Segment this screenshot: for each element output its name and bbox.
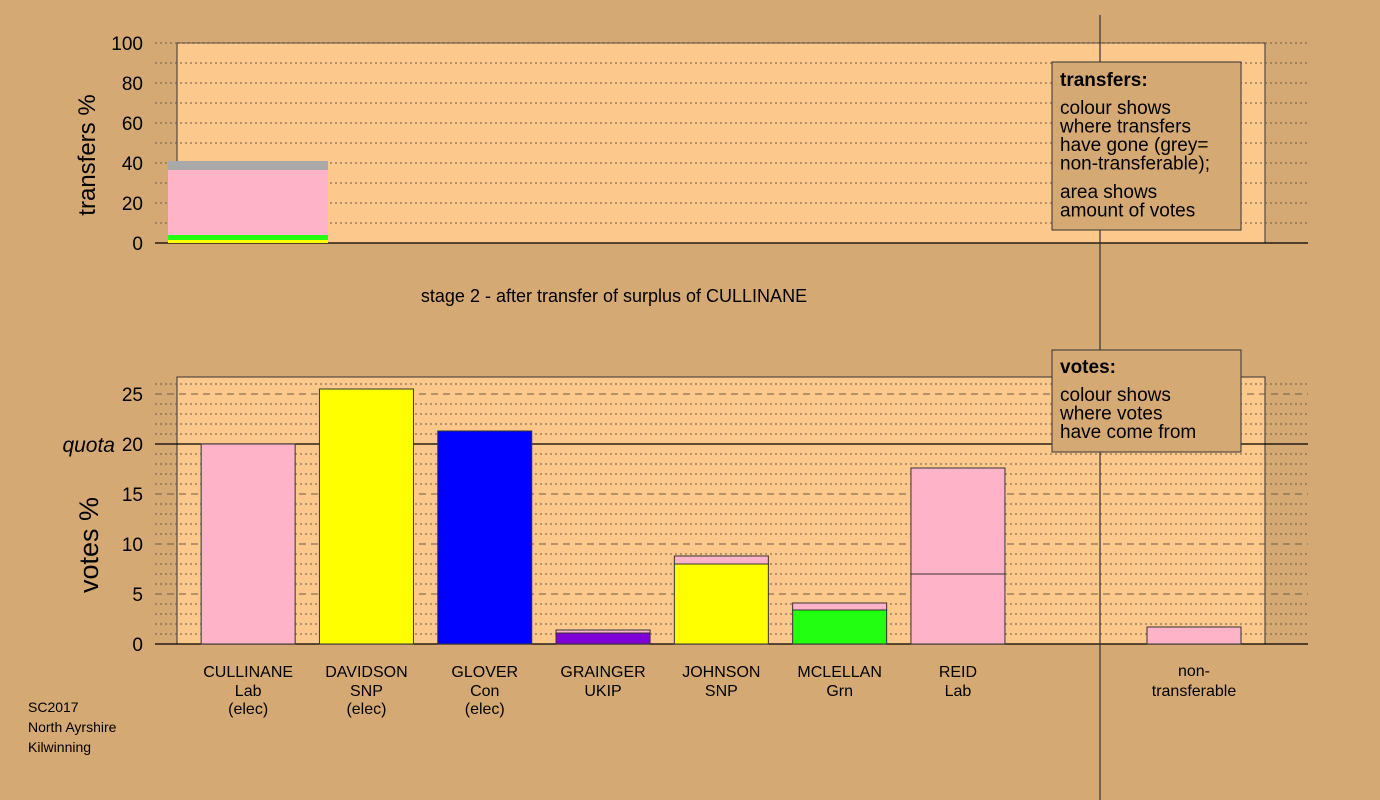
footer-line-1: SC2017 — [28, 699, 79, 715]
footer-line-3: Kilwinning — [28, 739, 91, 755]
non-transferable-label-2: transferable — [1152, 683, 1237, 700]
votes-tick-label: 20 — [122, 435, 143, 456]
quota-label: quota — [62, 434, 115, 457]
candidate-party: SNP — [705, 683, 738, 700]
vote-bar-johnson-seg0 — [673, 563, 769, 645]
votes-legend-title: votes: — [1060, 357, 1116, 378]
transfer-segment-snp — [168, 240, 328, 243]
candidate-status: (elec) — [465, 701, 505, 718]
vote-bar-cullinane-seg0 — [200, 443, 296, 645]
candidate-status: (elec) — [346, 701, 386, 718]
votes-legend-line: where votes — [1059, 404, 1162, 425]
transfers-tick-label: 80 — [122, 74, 143, 95]
votes-legend-line: colour shows — [1060, 385, 1171, 406]
vote-bar-reid-seg0 — [910, 573, 1006, 645]
vote-bar-non-transferable — [1146, 626, 1242, 645]
transfers-legend-line: where transfers — [1059, 117, 1191, 138]
vote-bar-mclellan-seg0 — [792, 609, 888, 645]
votes-tick-label: 25 — [122, 385, 143, 406]
candidate-party: Grn — [826, 683, 853, 700]
candidate-party: Lab — [235, 683, 262, 700]
candidate-status: (elec) — [228, 701, 268, 718]
candidate-name: MCLELLAN — [797, 664, 881, 681]
transfer-segment-non_transferable — [168, 161, 328, 170]
transfer-segment-lab — [168, 170, 328, 235]
votes-legend-line: have come from — [1060, 422, 1196, 443]
vote-bar-grainger-seg0 — [555, 632, 651, 645]
votes-legend-box — [1051, 349, 1242, 453]
candidate-party: SNP — [350, 683, 383, 700]
transfers-tick-label: 100 — [111, 34, 143, 55]
candidate-name: JOHNSON — [682, 664, 760, 681]
votes-tick-label: 5 — [132, 585, 143, 606]
footer-line-2: North Ayrshire — [28, 719, 117, 735]
transfers-legend-line: non-transferable); — [1060, 154, 1210, 175]
transfers-tick-label: 40 — [122, 154, 143, 175]
transfers-tick-label: 0 — [132, 234, 143, 255]
candidate-name: DAVIDSON — [325, 664, 407, 681]
vote-bar-mclellan-seg1 — [792, 602, 888, 611]
transfers-tick-label: 60 — [122, 114, 143, 135]
non-transferable-label-1: non- — [1178, 663, 1210, 680]
transfers-legend-line: have gone (grey= — [1060, 135, 1208, 156]
vote-bar-glover-seg0 — [437, 430, 533, 645]
votes-axis-label: votes % — [74, 497, 104, 593]
votes-tick-label: 15 — [122, 485, 143, 506]
vote-bar-johnson-seg1 — [673, 555, 769, 565]
transfers-legend-line: colour shows — [1060, 98, 1171, 119]
candidate-party: Con — [470, 683, 499, 700]
candidate-name: GRAINGER — [560, 664, 645, 681]
transfers-legend-line: amount of votes — [1060, 201, 1195, 222]
stage-title: stage 2 - after transfer of surplus of C… — [421, 286, 807, 306]
transfers-tick-label: 20 — [122, 194, 143, 215]
candidate-party: UKIP — [584, 683, 621, 700]
vote-bar-grainger-seg1 — [555, 629, 651, 634]
candidate-name: GLOVER — [451, 664, 518, 681]
candidate-name: CULLINANE — [203, 664, 293, 681]
candidate-party: Lab — [945, 683, 972, 700]
votes-tick-label: 10 — [122, 535, 143, 556]
transfer-segment-grn — [168, 235, 328, 240]
candidate-name: REID — [939, 664, 977, 681]
transfers-axis-label: transfers % — [74, 94, 101, 215]
votes-tick-label: 0 — [132, 635, 143, 656]
transfers-legend-line: area shows — [1060, 182, 1157, 203]
transfers-legend-box — [1051, 61, 1242, 231]
vote-bar-reid-seg1 — [910, 467, 1006, 575]
vote-bar-davidson-seg0 — [318, 388, 414, 645]
transfers-legend-title: transfers: — [1060, 70, 1148, 91]
